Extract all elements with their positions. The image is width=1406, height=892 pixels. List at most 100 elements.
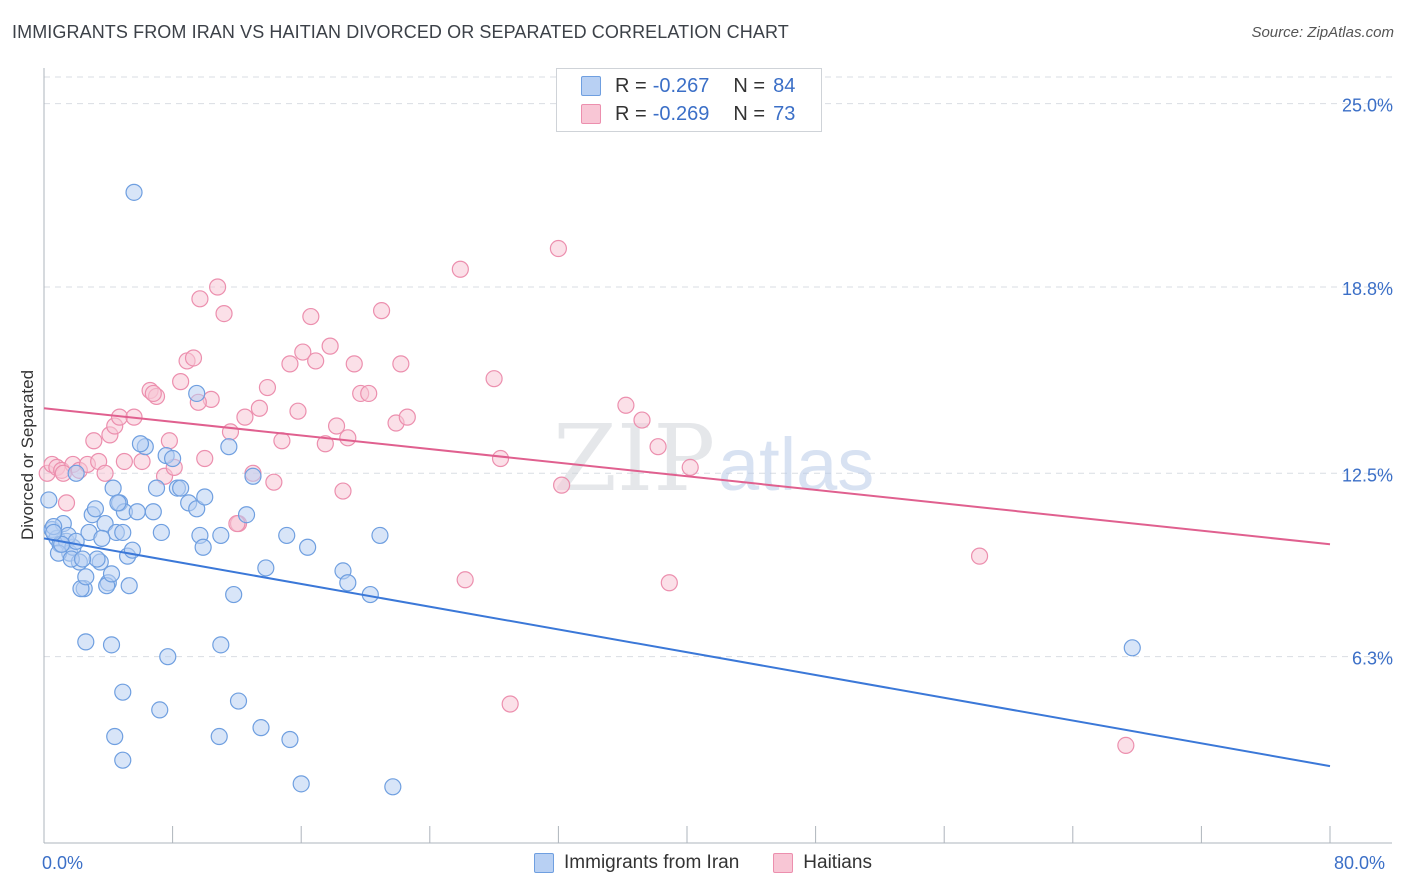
chart-title: IMMIGRANTS FROM IRAN VS HAITIAN DIVORCED… xyxy=(12,22,789,42)
haitian-point xyxy=(85,432,103,450)
haitian-point xyxy=(501,695,519,713)
n-label: N = xyxy=(733,74,766,97)
iran-point xyxy=(244,467,262,485)
haitian-point xyxy=(96,464,114,482)
iran-point xyxy=(339,574,357,592)
iran-point xyxy=(144,503,162,521)
x-tick-label-max: 80.0% xyxy=(1334,853,1386,873)
legend-item-iran[interactable]: Immigrants from Iran xyxy=(534,852,739,874)
legend-swatch-blue xyxy=(534,853,555,873)
iran-point xyxy=(252,719,270,737)
iran-point xyxy=(151,701,169,719)
haitian-point xyxy=(553,476,571,494)
haitian-point xyxy=(549,239,568,258)
haitian-point xyxy=(339,429,357,447)
r-label: R = xyxy=(615,74,647,97)
iran-point xyxy=(114,523,132,542)
x-tick-label-min: 0.0% xyxy=(42,853,84,873)
iran-point xyxy=(106,727,124,746)
iran-point xyxy=(257,559,275,577)
haitian-point xyxy=(456,571,474,589)
iran-point xyxy=(164,449,182,468)
haitian-point xyxy=(196,449,214,468)
iran-point xyxy=(1123,639,1141,657)
haitian-point xyxy=(307,352,325,370)
haitian-point xyxy=(184,349,203,367)
legend-label-haitians: Haitians xyxy=(803,852,872,873)
haitian-point xyxy=(160,432,178,450)
y-tick-label: 6.3% xyxy=(1352,649,1393,669)
iran-point xyxy=(210,727,228,746)
haitian-point xyxy=(133,452,151,471)
haitian-point xyxy=(633,411,651,429)
iran-point xyxy=(125,183,143,201)
haitian-point xyxy=(360,384,378,403)
haitian-point xyxy=(221,423,240,441)
haitian-point xyxy=(334,482,352,500)
y-tick-labels: 6.3% 12.5% 18.8% 25.0% xyxy=(1342,96,1393,669)
source-label: Source: ZipAtlas.com xyxy=(1251,24,1394,41)
haitian-point xyxy=(294,343,312,361)
n-value: 84 xyxy=(773,74,796,97)
haitian-point xyxy=(327,417,346,435)
y-tick-label: 25.0% xyxy=(1342,96,1393,116)
haitian-point xyxy=(250,399,269,417)
haitian-point xyxy=(1117,736,1135,755)
haitian-point xyxy=(970,547,989,565)
iran-point xyxy=(67,464,85,482)
iran-point xyxy=(299,538,317,556)
iran-point xyxy=(114,751,132,769)
trend-lines xyxy=(43,407,1331,768)
y-axis-label: Divorced or Separated xyxy=(18,369,37,541)
haitian-point xyxy=(398,408,416,426)
iran-point xyxy=(102,565,121,583)
iran-point xyxy=(212,636,230,654)
iran-point xyxy=(188,500,206,518)
haitian-point xyxy=(617,396,635,414)
r-value: -0.267 xyxy=(652,74,710,97)
haitian-point xyxy=(115,452,133,471)
r-value: -0.269 xyxy=(652,102,710,125)
iran-point xyxy=(40,491,58,509)
iran-point xyxy=(128,503,146,521)
legend-row-iran: R = -0.267 N = 84 xyxy=(557,73,795,99)
iran-point xyxy=(131,435,150,453)
series-haitians xyxy=(38,239,1135,755)
iran-point xyxy=(67,532,85,550)
haitian-point xyxy=(345,355,363,373)
iran-point xyxy=(371,526,389,545)
trend-line-iran xyxy=(43,537,1331,768)
haitian-point xyxy=(172,373,190,391)
iran-point xyxy=(73,550,92,568)
haitian-point xyxy=(649,438,667,456)
iran-point xyxy=(77,568,95,586)
iran-point xyxy=(237,506,256,524)
iran-point xyxy=(172,479,190,497)
haitian-point xyxy=(681,458,699,476)
iran-point xyxy=(196,488,214,506)
legend-swatch-pink xyxy=(581,104,601,124)
series-immigrants-from-iran xyxy=(40,183,1141,796)
haitian-point xyxy=(191,290,209,308)
haitian-point xyxy=(289,402,307,420)
haitian-point xyxy=(451,260,469,278)
haitian-point xyxy=(209,278,227,296)
haitian-point xyxy=(144,384,162,403)
iran-point xyxy=(220,438,238,456)
haitian-point xyxy=(491,449,510,468)
iran-point xyxy=(45,523,63,542)
iran-point xyxy=(109,494,127,512)
haitian-point xyxy=(660,574,678,592)
iran-point xyxy=(104,479,122,497)
legend-label-iran: Immigrants from Iran xyxy=(564,852,740,873)
iran-point xyxy=(229,692,248,710)
series-legend: Immigrants from Iran Haitians xyxy=(0,852,1406,874)
axes xyxy=(43,68,1392,844)
trend-line-haitians xyxy=(43,407,1331,546)
iran-point xyxy=(212,526,230,545)
legend-item-haitians[interactable]: Haitians xyxy=(773,852,872,874)
iran-point xyxy=(102,636,121,654)
iran-point xyxy=(114,683,132,701)
iran-point xyxy=(86,500,105,518)
iran-point xyxy=(152,523,170,542)
